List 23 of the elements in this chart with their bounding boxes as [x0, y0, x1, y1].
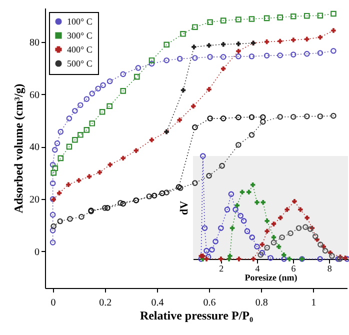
y-tick-label: 80 [30, 38, 40, 49]
y-tick-label: 60 [30, 90, 40, 101]
legend-label: 100° C [67, 16, 92, 26]
x-tick-label: 1 [311, 298, 316, 308]
x-tick-label: 6 [291, 264, 296, 274]
y-tick-label: 40 [30, 142, 40, 154]
legend-label: 400° C [67, 44, 92, 54]
x-axis-title: Relative pressure P/P₀ [140, 308, 254, 322]
y-axis-title: dV [178, 200, 190, 216]
x-tick-label: 0.4 [151, 298, 164, 308]
x-tick-label: 0 [50, 298, 56, 308]
y-tick-label: 0 [34, 246, 40, 258]
legend-label: 300° C [67, 30, 92, 40]
x-tick-label: 8 [327, 264, 332, 274]
x-tick-label: 0.6 [203, 298, 216, 308]
x-tick-label: 4 [255, 264, 260, 274]
x-tick-label: 0.2 [99, 298, 112, 308]
x-axis-title: Poresize (nm) [244, 272, 298, 282]
y-tick-label: 20 [30, 194, 40, 206]
x-tick-label: 0.8 [255, 298, 268, 308]
x-tick-label: 2 [219, 264, 224, 274]
y-axis-title: Adsorbed volume (cm³/g) [12, 84, 26, 214]
legend-label: 500° C [67, 58, 92, 68]
